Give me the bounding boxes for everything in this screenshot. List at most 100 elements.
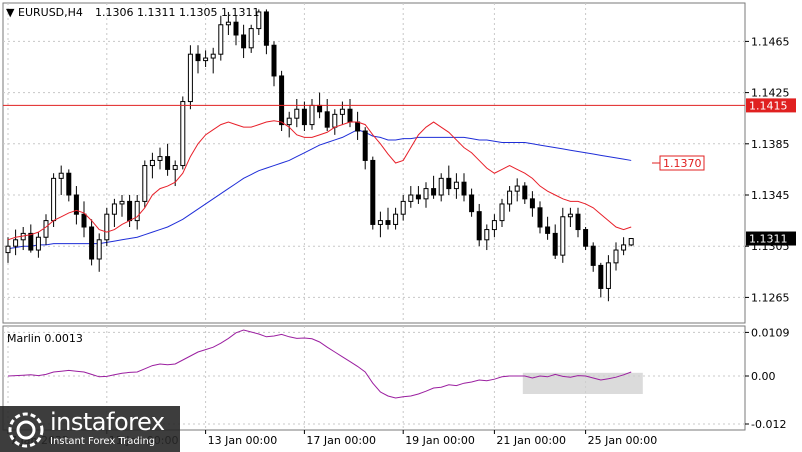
candle-body — [583, 229, 589, 247]
candle-body — [256, 11, 262, 30]
candle-body — [157, 156, 163, 161]
price-tick-label: 1.1345 — [751, 189, 790, 202]
candle-body — [415, 194, 421, 200]
candle — [279, 70, 285, 131]
candle — [400, 195, 406, 221]
candle — [271, 41, 277, 87]
candle — [73, 186, 79, 225]
candle — [385, 207, 391, 230]
candle — [89, 219, 95, 266]
candle-body — [28, 232, 34, 251]
candle — [241, 24, 247, 59]
candle — [51, 173, 57, 227]
candle — [545, 216, 551, 240]
candle — [552, 224, 558, 259]
candle — [301, 101, 307, 131]
indicator-axis: 0.0109 0.00 -0.012 — [745, 326, 790, 431]
candlesticks — [5, 9, 634, 302]
candle — [119, 195, 125, 217]
candle — [514, 178, 520, 202]
candle-body — [469, 194, 475, 213]
candle-body — [355, 121, 361, 132]
candle-body — [187, 53, 193, 103]
candle-body — [165, 156, 171, 170]
candle — [66, 169, 72, 202]
candle-body — [613, 249, 619, 264]
candle-body — [233, 21, 239, 36]
ma-fast-path — [7, 120, 632, 241]
candle-body — [104, 213, 110, 241]
candle — [81, 201, 87, 238]
candle — [35, 232, 41, 258]
candle-body — [241, 34, 247, 49]
candle-body — [66, 172, 72, 196]
candle — [210, 47, 216, 74]
candle-body — [81, 213, 87, 228]
candle-body — [461, 181, 467, 196]
price-tick-label: 1.1425 — [751, 87, 790, 100]
candle-body — [605, 262, 611, 289]
candle — [104, 207, 110, 247]
candle-body — [149, 159, 155, 167]
brand-name: instaforex — [50, 408, 165, 436]
candle-body — [89, 226, 95, 260]
candle-body — [423, 188, 429, 200]
candle-body — [552, 232, 558, 256]
candle — [134, 195, 140, 230]
candle — [621, 237, 627, 256]
candle-body — [127, 200, 133, 222]
candle — [529, 191, 535, 217]
candle-body — [142, 165, 148, 202]
candle-body — [476, 211, 482, 241]
candle-body — [393, 213, 399, 225]
candle — [180, 96, 186, 170]
price-marker-box — [746, 231, 796, 246]
candle-body — [438, 177, 444, 196]
price-callout-box — [659, 155, 705, 171]
candle — [446, 165, 452, 195]
candle-body — [271, 44, 277, 77]
indicator-tick-label: 0.00 — [751, 370, 776, 383]
candle-body — [370, 159, 376, 225]
candle-body — [545, 226, 551, 234]
marlin-path — [7, 329, 632, 399]
candle-body — [309, 104, 315, 126]
candle-body — [453, 181, 459, 190]
price-marker-label: 1.1415 — [749, 99, 788, 112]
candle — [423, 182, 429, 208]
candle — [567, 207, 573, 227]
candle-body — [514, 185, 520, 192]
time-tick-label: 21 Jan 00:00 — [496, 434, 566, 447]
time-tick-label: 13 Jan 00:00 — [208, 434, 278, 447]
symbol-triangle[interactable]: ▼ — [6, 6, 15, 19]
candle-body — [172, 165, 178, 170]
price-tick-label: 1.1265 — [751, 291, 790, 304]
candle-body — [621, 244, 627, 251]
candle — [476, 203, 482, 247]
candle-body — [279, 75, 285, 126]
candle — [203, 50, 209, 67]
candle-body — [339, 108, 345, 115]
candle — [256, 9, 262, 35]
candle — [522, 182, 528, 204]
candle-body — [210, 53, 216, 59]
candle-body — [51, 177, 57, 222]
price-labels: 1.1415 1.1370 1.1311 — [659, 98, 796, 246]
candle-body — [225, 21, 231, 26]
candle-body — [491, 220, 497, 231]
time-tick-label: 17 Jan 00:00 — [306, 434, 376, 447]
candle — [111, 198, 117, 227]
marlin-line — [7, 329, 632, 399]
candle — [377, 211, 383, 238]
candle — [605, 255, 611, 302]
candle-body — [58, 172, 64, 179]
candle-body — [119, 200, 125, 205]
candle — [96, 233, 102, 272]
candle-body — [567, 213, 573, 218]
brand-tagline: Instant Forex Trading — [50, 436, 156, 447]
candle — [142, 160, 148, 208]
candle — [537, 201, 543, 234]
candle — [286, 111, 292, 138]
ohlc-readout: 1.1306 1.1311 1.1305 1.1311 — [95, 6, 259, 19]
